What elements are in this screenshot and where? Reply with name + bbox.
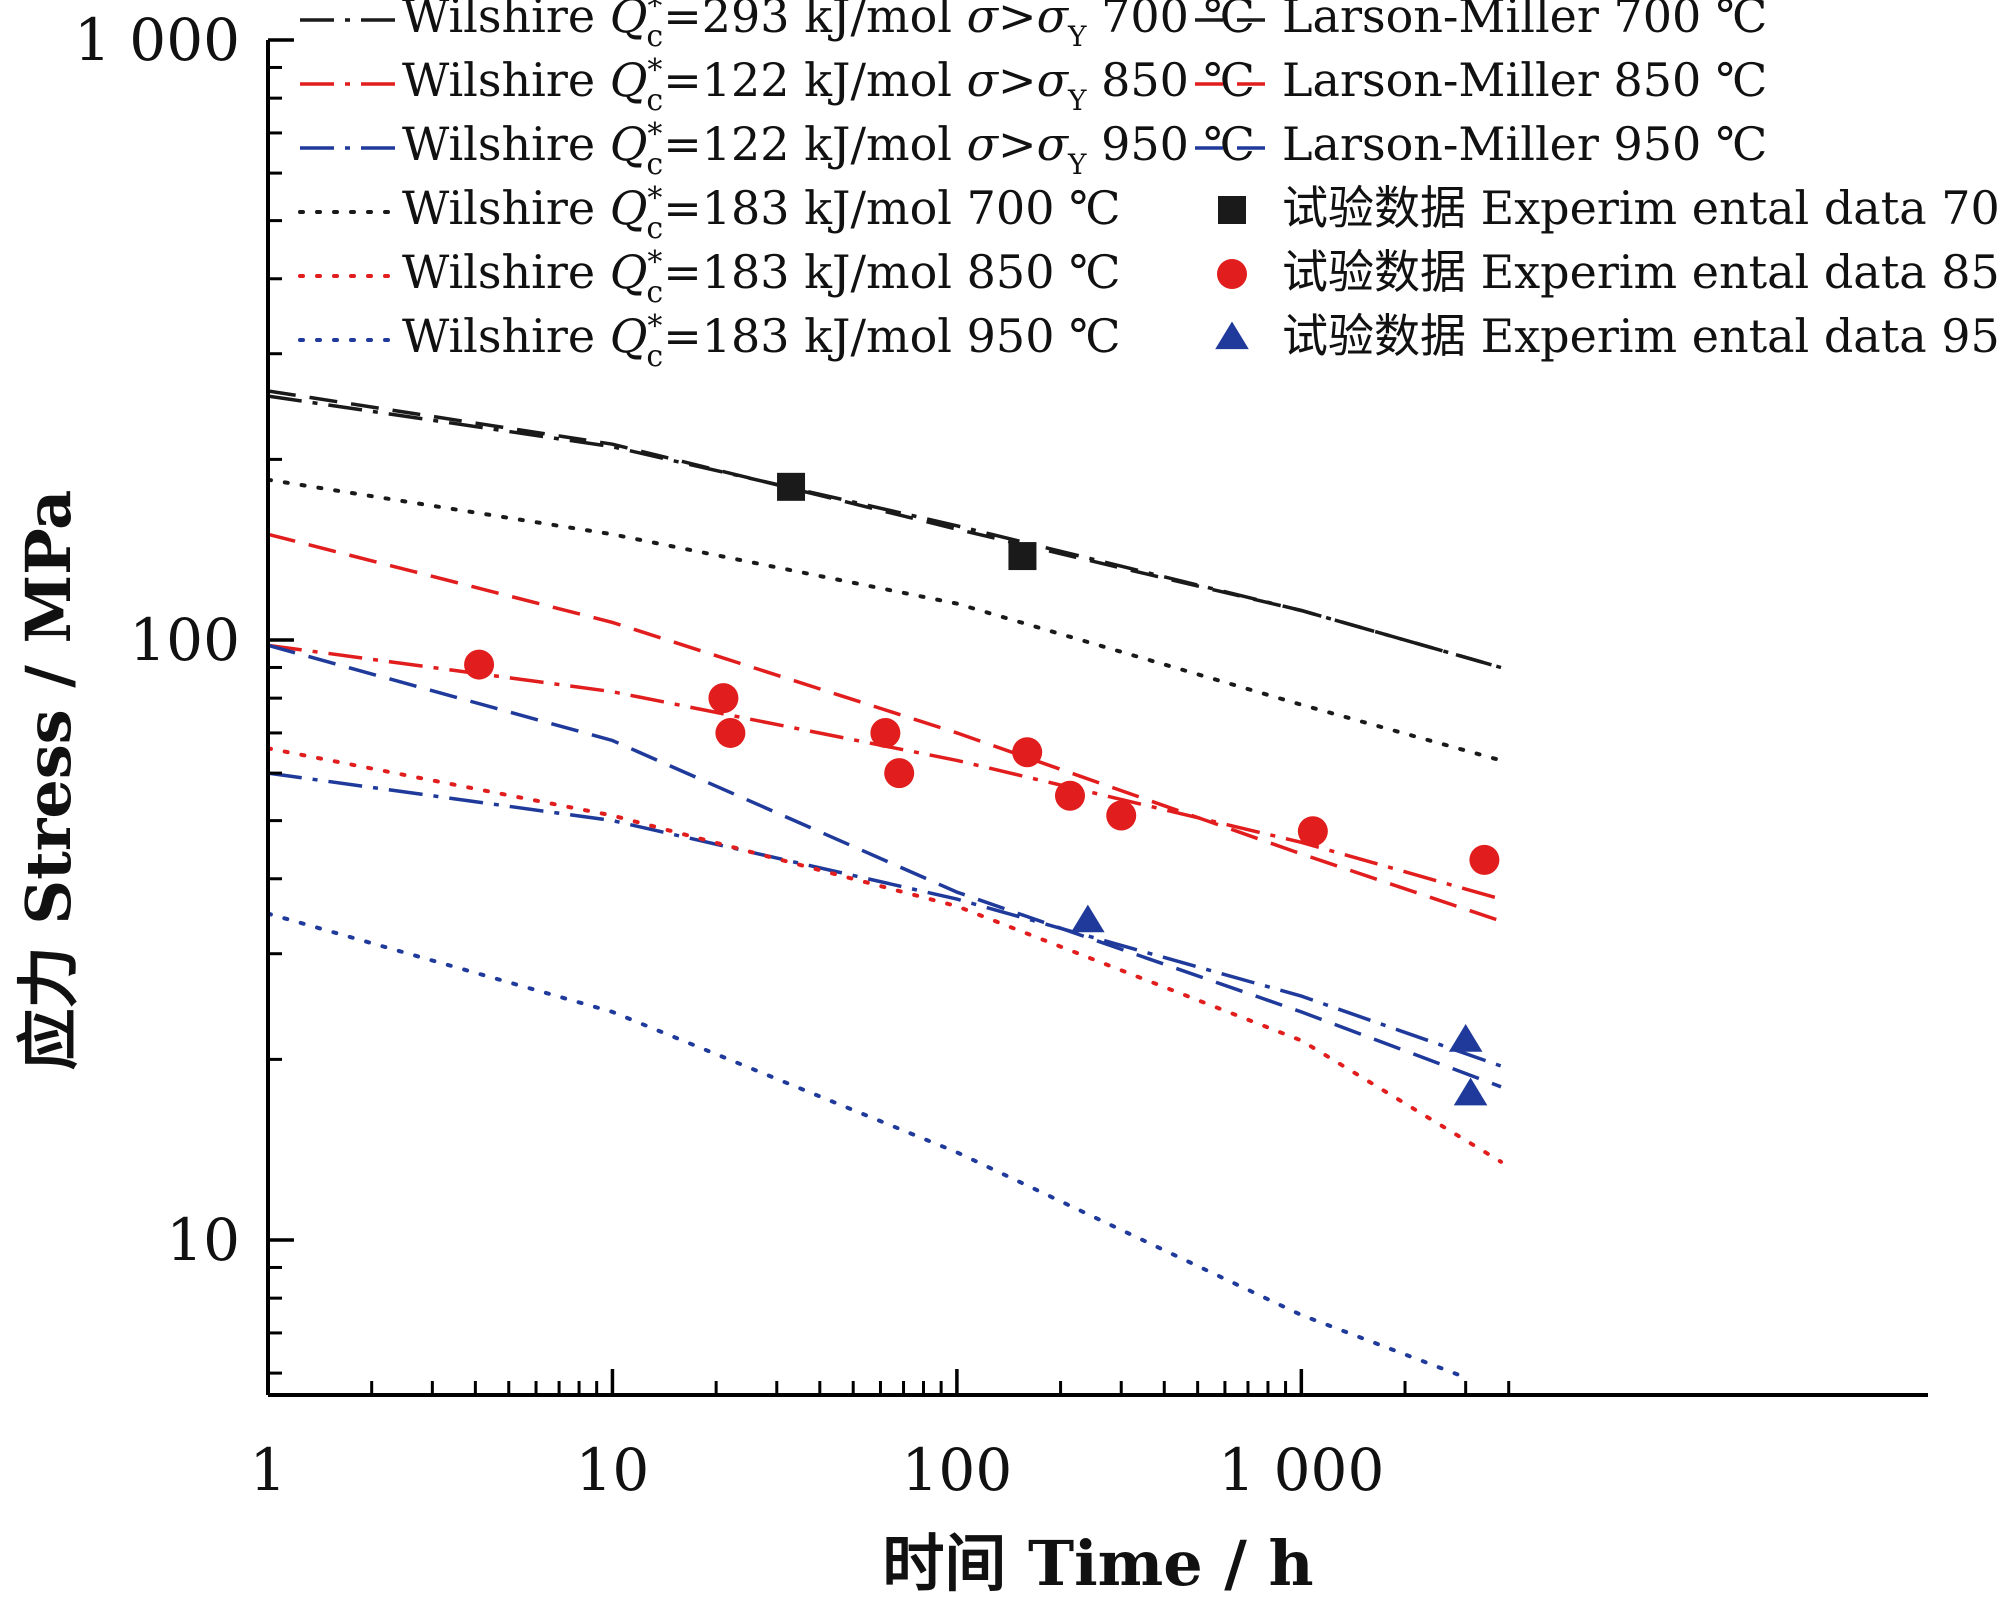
- legend-entry-6: Larson-Miller 700 ℃: [1195, 0, 1767, 43]
- legend-label: Wilshire Q* c=183 kJ/mol 700 ℃: [402, 181, 1121, 246]
- legend-label: 试验数据 Experim ental data 850 ℃: [1282, 245, 2000, 299]
- axes-layer: 1 10 100 1 000 10 100 1 000: [74, 6, 1928, 1504]
- data-point-10-8: [1297, 816, 1328, 847]
- data-point-11-2: [1453, 1077, 1488, 1106]
- data-point-10-7: [1106, 800, 1137, 831]
- data-point-10-3: [870, 717, 901, 748]
- data-point-9-1: [1008, 542, 1037, 571]
- legend-marker: [1217, 259, 1247, 289]
- data-point-10-2: [715, 717, 746, 748]
- legend-label: Wilshire Q* c=122 kJ/mol σ>σY 850 ℃: [402, 53, 1255, 118]
- y-tick-label: 100: [129, 606, 240, 674]
- data-point-10-6: [1054, 780, 1085, 811]
- series-line-8: [268, 643, 1502, 1089]
- legend-entry-8: Larson-Miller 950 ℃: [1195, 117, 1767, 171]
- legend-entry-4: Wilshire Q* c=183 kJ/mol 850 ℃: [298, 245, 1121, 310]
- y-tick-label: 1 000: [74, 6, 240, 74]
- legend-entry-11: 试验数据 Experim ental data 950 ℃: [1215, 309, 2000, 363]
- series-line-3: [268, 477, 1503, 763]
- legend-entry-7: Larson-Miller 850 ℃: [1195, 53, 1767, 107]
- data-point-11-0: [1071, 904, 1105, 933]
- data-point-9-0: [777, 472, 806, 501]
- series-line-6: [268, 389, 1502, 670]
- data-point-10-5: [1012, 737, 1043, 768]
- y-tick-label: 10: [166, 1206, 240, 1274]
- data-point-10-0: [464, 649, 495, 680]
- series-line-4: [268, 746, 1503, 1164]
- legend-label: Wilshire Q* c=122 kJ/mol σ>σY 950 ℃: [402, 117, 1255, 182]
- series-line-2: [268, 771, 1502, 1068]
- legend-label: 试验数据 Experim ental data 700 ℃: [1282, 181, 2000, 235]
- legend-label: Larson-Miller 700 ℃: [1282, 0, 1767, 43]
- legend-marker: [1215, 321, 1249, 350]
- x-tick-label: 1 000: [1218, 1436, 1384, 1504]
- legend-label: Larson-Miller 850 ℃: [1282, 53, 1767, 107]
- legend-entry-5: Wilshire Q* c=183 kJ/mol 950 ℃: [298, 309, 1121, 374]
- legend-label: Wilshire Q* c=293 kJ/mol σ>σY 700 ℃: [402, 0, 1255, 54]
- x-tick-label: 100: [902, 1436, 1013, 1504]
- data-point-11-1: [1448, 1024, 1483, 1052]
- series-layer: [268, 389, 1503, 1380]
- legend-entry-2: Wilshire Q* c=122 kJ/mol σ>σY 950 ℃: [300, 117, 1255, 182]
- legend-label: 试验数据 Experim ental data 950 ℃: [1282, 309, 2000, 363]
- series-line-1: [268, 643, 1502, 901]
- data-point-10-9: [1469, 844, 1500, 875]
- legend-entry-1: Wilshire Q* c=122 kJ/mol σ>σY 850 ℃: [300, 53, 1255, 118]
- legend-entry-10: 试验数据 Experim ental data 850 ℃: [1217, 245, 2000, 299]
- series-line-5: [268, 911, 1468, 1380]
- y-axis-title: 应力 Stress / MPa: [12, 490, 85, 1071]
- legend-label: Wilshire Q* c=183 kJ/mol 950 ℃: [402, 309, 1121, 374]
- series-line-7: [268, 532, 1502, 923]
- x-axis-title: 时间 Time / h: [882, 1527, 1313, 1599]
- legend-entry-0: Wilshire Q* c=293 kJ/mol σ>σY 700 ℃: [300, 0, 1255, 54]
- legend-entry-3: Wilshire Q* c=183 kJ/mol 700 ℃: [298, 181, 1121, 246]
- series-line-0: [268, 394, 1502, 670]
- markers-layer: [464, 472, 1500, 1106]
- legend-marker: [1218, 196, 1246, 224]
- x-tick-label: 10: [576, 1436, 650, 1504]
- data-point-10-4: [884, 758, 915, 789]
- x-tick-label: 1: [250, 1436, 287, 1504]
- data-point-10-1: [708, 683, 739, 714]
- legend-entry-9: 试验数据 Experim ental data 700 ℃: [1218, 181, 2000, 235]
- legend-label: Larson-Miller 950 ℃: [1282, 117, 1767, 171]
- legend: Wilshire Q* c=293 kJ/mol σ>σY 700 ℃Wilshi…: [298, 0, 2000, 374]
- legend-label: Wilshire Q* c=183 kJ/mol 850 ℃: [402, 245, 1121, 310]
